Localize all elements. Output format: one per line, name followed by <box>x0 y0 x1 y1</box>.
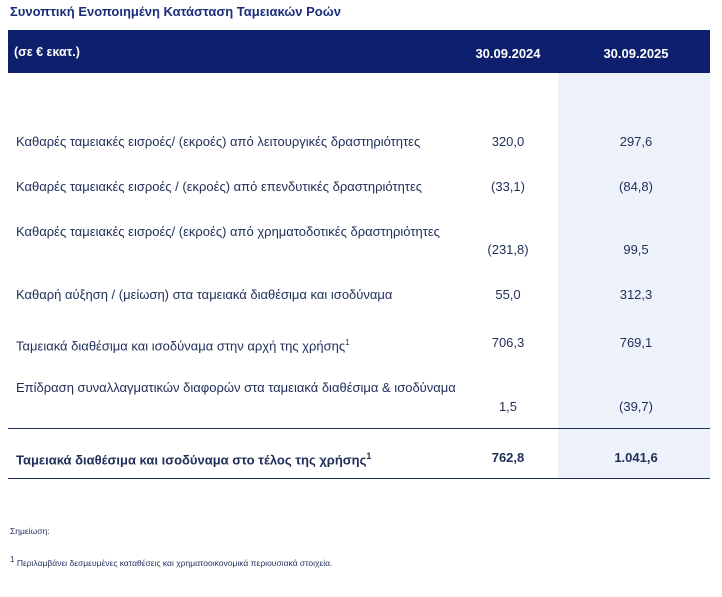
label-text: Καθαρή αύξηση / (μείωση) στα ταμειακά δι… <box>16 287 393 302</box>
label-text: Ταμειακά διαθέσιμα και ισοδύναμα στο τέλ… <box>16 452 367 468</box>
footnote: 1 Περιλαμβάνει δεσμευμένες καταθέσεις κα… <box>10 555 332 568</box>
cell-value: (84,8) <box>619 179 653 194</box>
row-label: Καθαρές ταμειακές εισροές / (εκροές) από… <box>16 178 476 196</box>
row-label: Καθαρές ταμειακές εισροές/ (εκροές) από … <box>16 133 476 151</box>
cell-value: 706,3 <box>491 335 525 350</box>
cell-value: 55,0 <box>495 287 521 302</box>
cell-value: 297,6 <box>619 134 653 149</box>
cell-value: 762,8 <box>491 450 525 465</box>
note-heading: Σημείωση: <box>10 526 50 536</box>
footnote-mark: 1 <box>10 555 15 564</box>
label-text: Καθαρές ταμειακές εισροές/ (εκροές) από … <box>16 134 421 149</box>
cell-value: 1,5 <box>498 399 518 414</box>
row-label: Ταμειακά διαθέσιμα και ισοδύναμα στο τέλ… <box>16 447 476 469</box>
rule <box>8 478 710 479</box>
header-bar <box>8 30 710 73</box>
superscript: 1 <box>366 451 372 461</box>
label-text: Καθαρές ταμειακές εισροές/ (εκροές) από … <box>16 224 440 239</box>
column-header: 30.09.2024 <box>475 46 541 61</box>
cell-value: (33,1) <box>491 179 525 194</box>
superscript: 1 <box>345 338 350 347</box>
column-shade <box>558 73 710 478</box>
row-label: Επίδραση συναλλαγματικών διαφορών στα τα… <box>16 379 476 397</box>
title: Συνοπτική Ενοποιημένη Κατάσταση Ταμειακώ… <box>10 4 341 19</box>
column-header: (σε € εκατ.) <box>14 45 80 59</box>
label-text: Καθαρές ταμειακές εισροές / (εκροές) από… <box>16 179 423 194</box>
cell-value: (231,8) <box>487 242 529 257</box>
cell-value: 312,3 <box>619 287 653 302</box>
cell-value: 769,1 <box>619 335 653 350</box>
label-text: Επίδραση συναλλαγματικών διαφορών στα τα… <box>16 380 456 395</box>
label-text: Ταμειακά διαθέσιμα και ισοδύναμα στην αρ… <box>16 338 346 354</box>
cell-value: (39,7) <box>619 399 653 414</box>
footnote-text: Περιλαμβάνει δεσμευμένες καταθέσεις και … <box>16 557 333 568</box>
row-label: Καθαρή αύξηση / (μείωση) στα ταμειακά δι… <box>16 286 476 304</box>
row-label: Ταμειακά διαθέσιμα και ισοδύναμα στην αρ… <box>16 334 476 355</box>
row-label: Καθαρές ταμειακές εισροές/ (εκροές) από … <box>16 223 476 241</box>
cell-value: 99,5 <box>623 242 649 257</box>
column-header: 30.09.2025 <box>603 46 669 61</box>
rule <box>8 428 710 429</box>
cell-value: 1.041,6 <box>614 450 658 465</box>
cell-value: 320,0 <box>491 134 525 149</box>
